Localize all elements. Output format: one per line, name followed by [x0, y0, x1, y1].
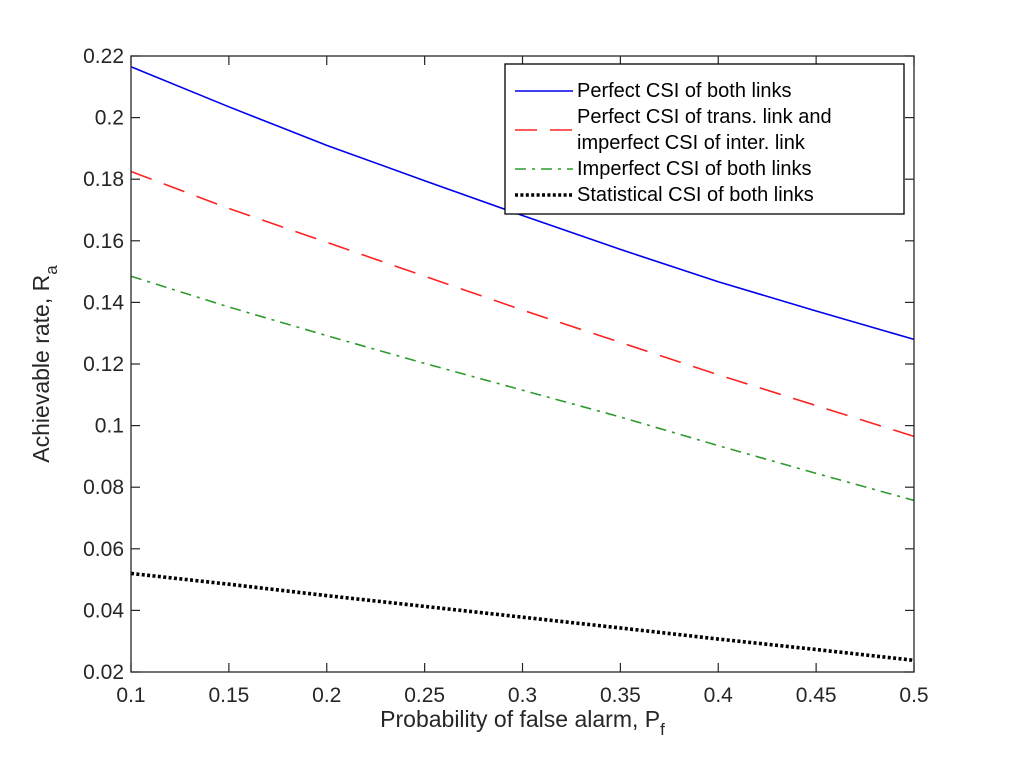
x-tick-label: 0.4 — [704, 684, 734, 707]
y-axis-label-main: Achievable rate, R — [28, 275, 54, 463]
y-tick-label: 0.22 — [83, 45, 124, 68]
y-tick-label: 0.04 — [83, 599, 124, 622]
y-tick-label: 0.12 — [83, 353, 124, 376]
y-tick-label: 0.08 — [83, 476, 124, 499]
x-tick-label: 0.1 — [116, 684, 145, 707]
x-axis-label: Probability of false alarm, Pf — [380, 706, 665, 739]
y-tick-label: 0.1 — [95, 415, 124, 438]
y-axis-label-subscript: a — [42, 265, 61, 275]
legend-box — [504, 63, 905, 215]
x-tick-label: 0.5 — [899, 684, 928, 707]
plot-frame — [130, 55, 915, 673]
x-axis-label-main: Probability of false alarm, P — [380, 706, 660, 732]
legend-label-2: Perfect CSI of trans. link and — [577, 106, 832, 128]
x-tick-label: 0.45 — [796, 684, 837, 707]
tick-labels-layer: 0.1 0.15 0.2 0.25 0.3 0.35 0.4 0.45 0.5 0.02 0.04 0… — [83, 45, 928, 707]
legend-label-1: Perfect CSI of both links — [577, 80, 792, 102]
x-tick-label: 0.15 — [208, 684, 249, 707]
x-tick-label: 0.35 — [600, 684, 641, 707]
legend-label-2: imperfect CSI of inter. link — [577, 132, 806, 154]
legend: Perfect CSI of both links Perfect CSI of … — [504, 63, 905, 215]
legend-label-4: Statistical CSI of both links — [577, 184, 814, 206]
series-line-1 — [130, 66, 915, 341]
series-layer — [130, 66, 915, 663]
x-tick-label: 0.25 — [404, 684, 445, 707]
y-axis-label: Achievable rate, Ra — [28, 265, 61, 463]
y-tick-label: 0.16 — [83, 230, 124, 253]
y-tick-label: 0.06 — [83, 538, 124, 561]
x-tick-label: 0.2 — [312, 684, 341, 707]
series-line-3 — [130, 275, 915, 502]
series-line-4 — [130, 571, 915, 663]
y-tick-label: 0.18 — [83, 168, 124, 191]
y-tick-label: 0.02 — [83, 661, 124, 684]
y-tick-label: 0.2 — [95, 107, 124, 130]
y-tick-label: 0.14 — [83, 291, 124, 314]
legend-label-3: Imperfect CSI of both links — [577, 158, 812, 180]
x-tick-label: 0.3 — [508, 684, 537, 707]
x-axis-label-subscript: f — [660, 720, 665, 739]
